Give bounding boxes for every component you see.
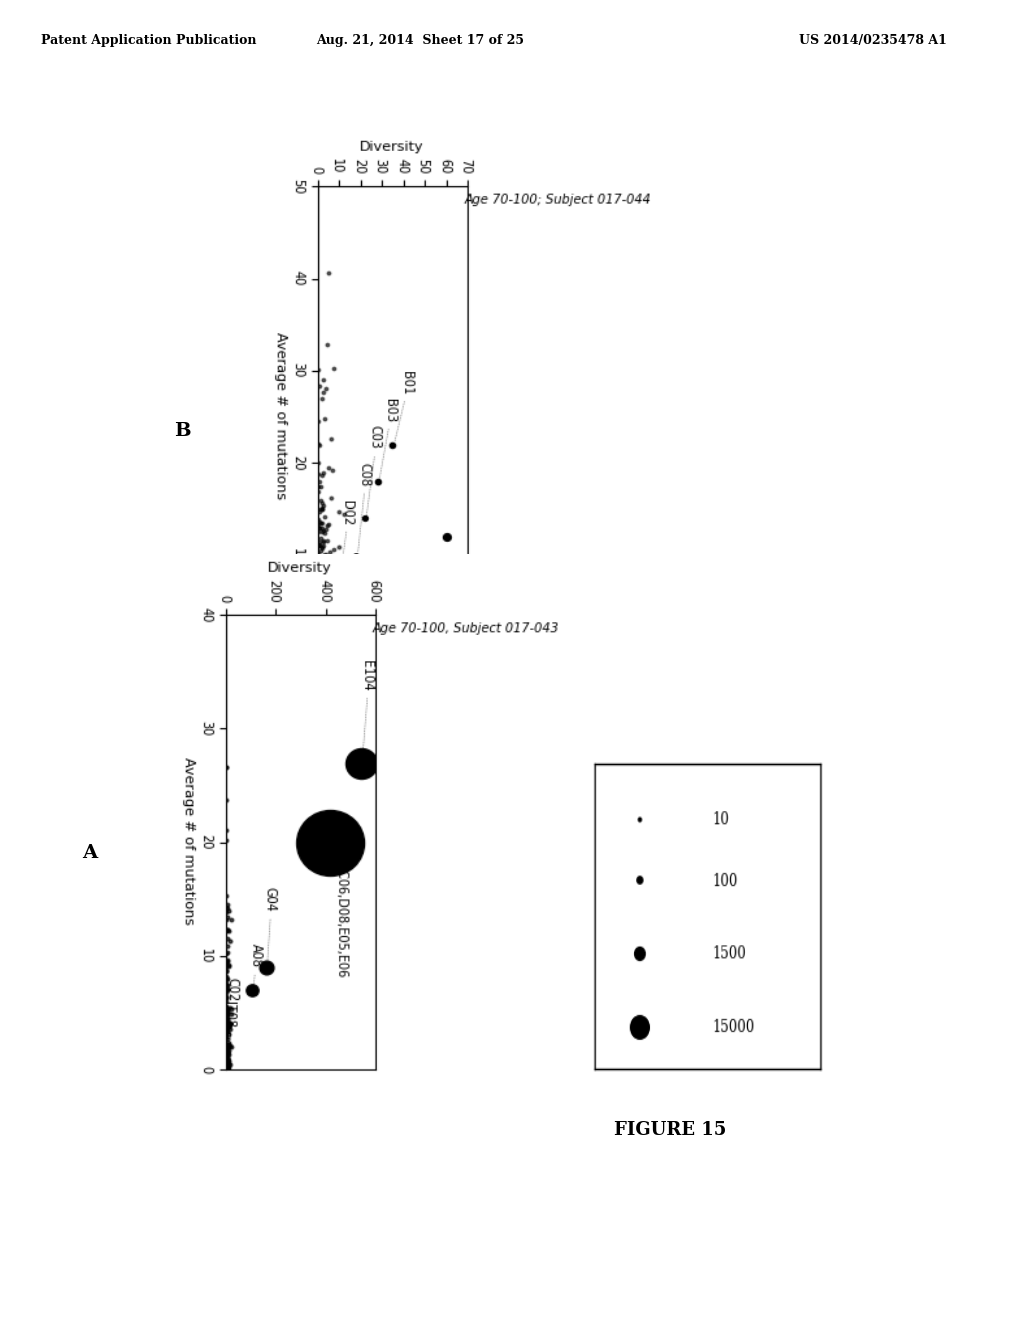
Text: US 2014/0235478 A1: US 2014/0235478 A1 xyxy=(799,34,946,48)
Text: FIGURE 15: FIGURE 15 xyxy=(614,1121,727,1139)
Text: B: B xyxy=(174,421,190,440)
Text: A: A xyxy=(82,843,97,862)
Text: Aug. 21, 2014  Sheet 17 of 25: Aug. 21, 2014 Sheet 17 of 25 xyxy=(315,34,524,48)
Text: Patent Application Publication: Patent Application Publication xyxy=(41,34,256,48)
